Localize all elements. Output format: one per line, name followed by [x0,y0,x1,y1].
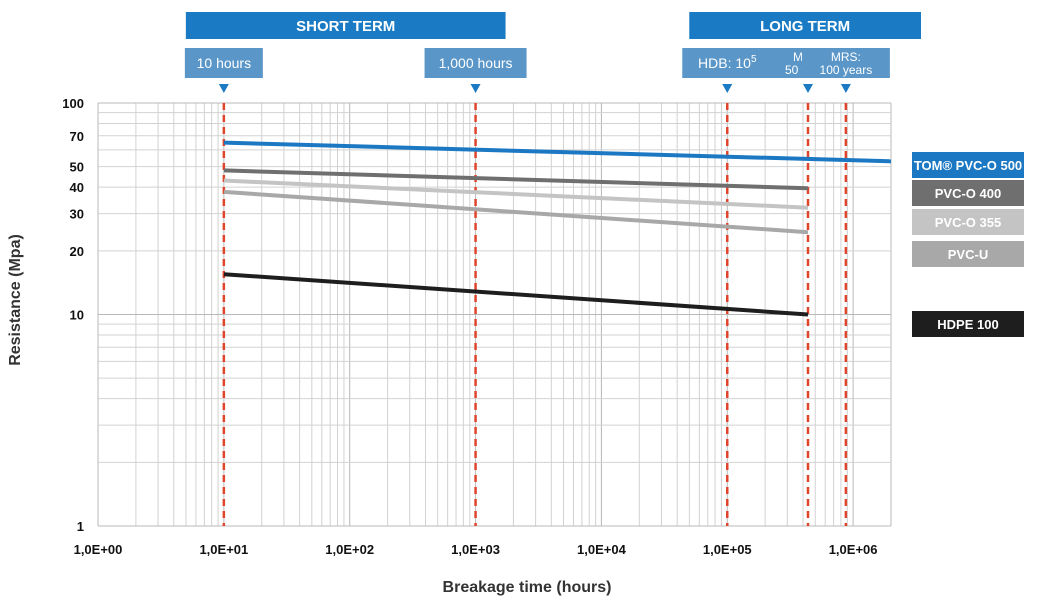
time-marker-triangle [470,84,481,93]
y-tick-label: 70 [70,129,84,144]
x-tick-label: 1,0E+02 [325,542,374,557]
legend-label: PVC-O 400 [935,186,1001,201]
legend-item [912,180,1024,206]
time-marker-triangle [218,84,229,93]
x-tick-label: 1,0E+00 [74,542,123,557]
term-band [185,12,506,39]
time-marker-box [801,48,890,78]
time-marker-triangle [722,84,733,93]
legend-label: PVC-O 355 [935,215,1001,230]
time-marker-label: 1,000 hours [439,55,513,71]
x-tick-label: 1,0E+06 [829,542,878,557]
series-line [223,140,892,164]
y-tick-label: 10 [70,308,84,323]
legend-label: TOM® PVC-O 500 [914,158,1022,173]
x-tick-label: 1,0E+01 [199,542,248,557]
x-axis-title: Breakage time (hours) [443,579,612,596]
y-tick-label: 1 [77,519,84,534]
time-marker-superscript: 5 [751,54,757,65]
legend-item [912,209,1024,235]
time-marker-label: 100 years [820,63,873,77]
legend: TOM® PVC-O 500 PVC-O 400 PVC-O 355 PVC-U HDP… [912,152,1024,337]
series-line [223,189,809,235]
reference-lines [222,103,848,526]
legend-item [912,152,1024,178]
y-tick-label: 100 [62,96,84,111]
x-tick-label: 1,0E+04 [577,542,627,557]
time-marker-label: 10 hours [197,55,251,71]
time-marker-box [184,48,263,78]
time-marker-box [424,48,527,78]
x-tick-label: 1,0E+05 [703,542,752,557]
term-band-label: LONG TERM [760,18,850,35]
term-bands: SHORT TERM LONG TERM [185,12,921,39]
legend-item [912,241,1024,267]
chart-grid [97,102,892,527]
time-marker-label: MRS: [831,50,861,64]
term-band [689,12,921,39]
series-line [223,168,809,191]
legend-label: PVC-U [948,247,988,262]
time-marker-box [682,48,773,78]
series-lines [223,140,892,317]
y-tick-label: 50 [70,160,84,175]
legend-item [912,311,1024,337]
time-marker-triangle [802,84,813,93]
time-marker-label: HDB: 105 [698,54,757,71]
series-line [223,272,809,317]
x-tick-labels: 1,0E+00 1,0E+01 1,0E+02 1,0E+03 1,0E+04 1,0E+… [74,542,878,557]
y-tick-label: 20 [70,244,84,259]
x-tick-label: 1,0E+03 [451,542,500,557]
y-tick-label: 40 [70,180,84,195]
series-line [223,178,809,210]
legend-label: HDPE 100 [937,317,998,332]
y-axis-title: Resistance (Mpa) [7,234,24,366]
term-band-label: SHORT TERM [296,18,395,35]
y-tick-label: 30 [70,207,84,222]
time-marker-triangle [840,84,851,93]
y-tick-labels: 1 10 20 30 40 50 70 100 [62,96,84,534]
